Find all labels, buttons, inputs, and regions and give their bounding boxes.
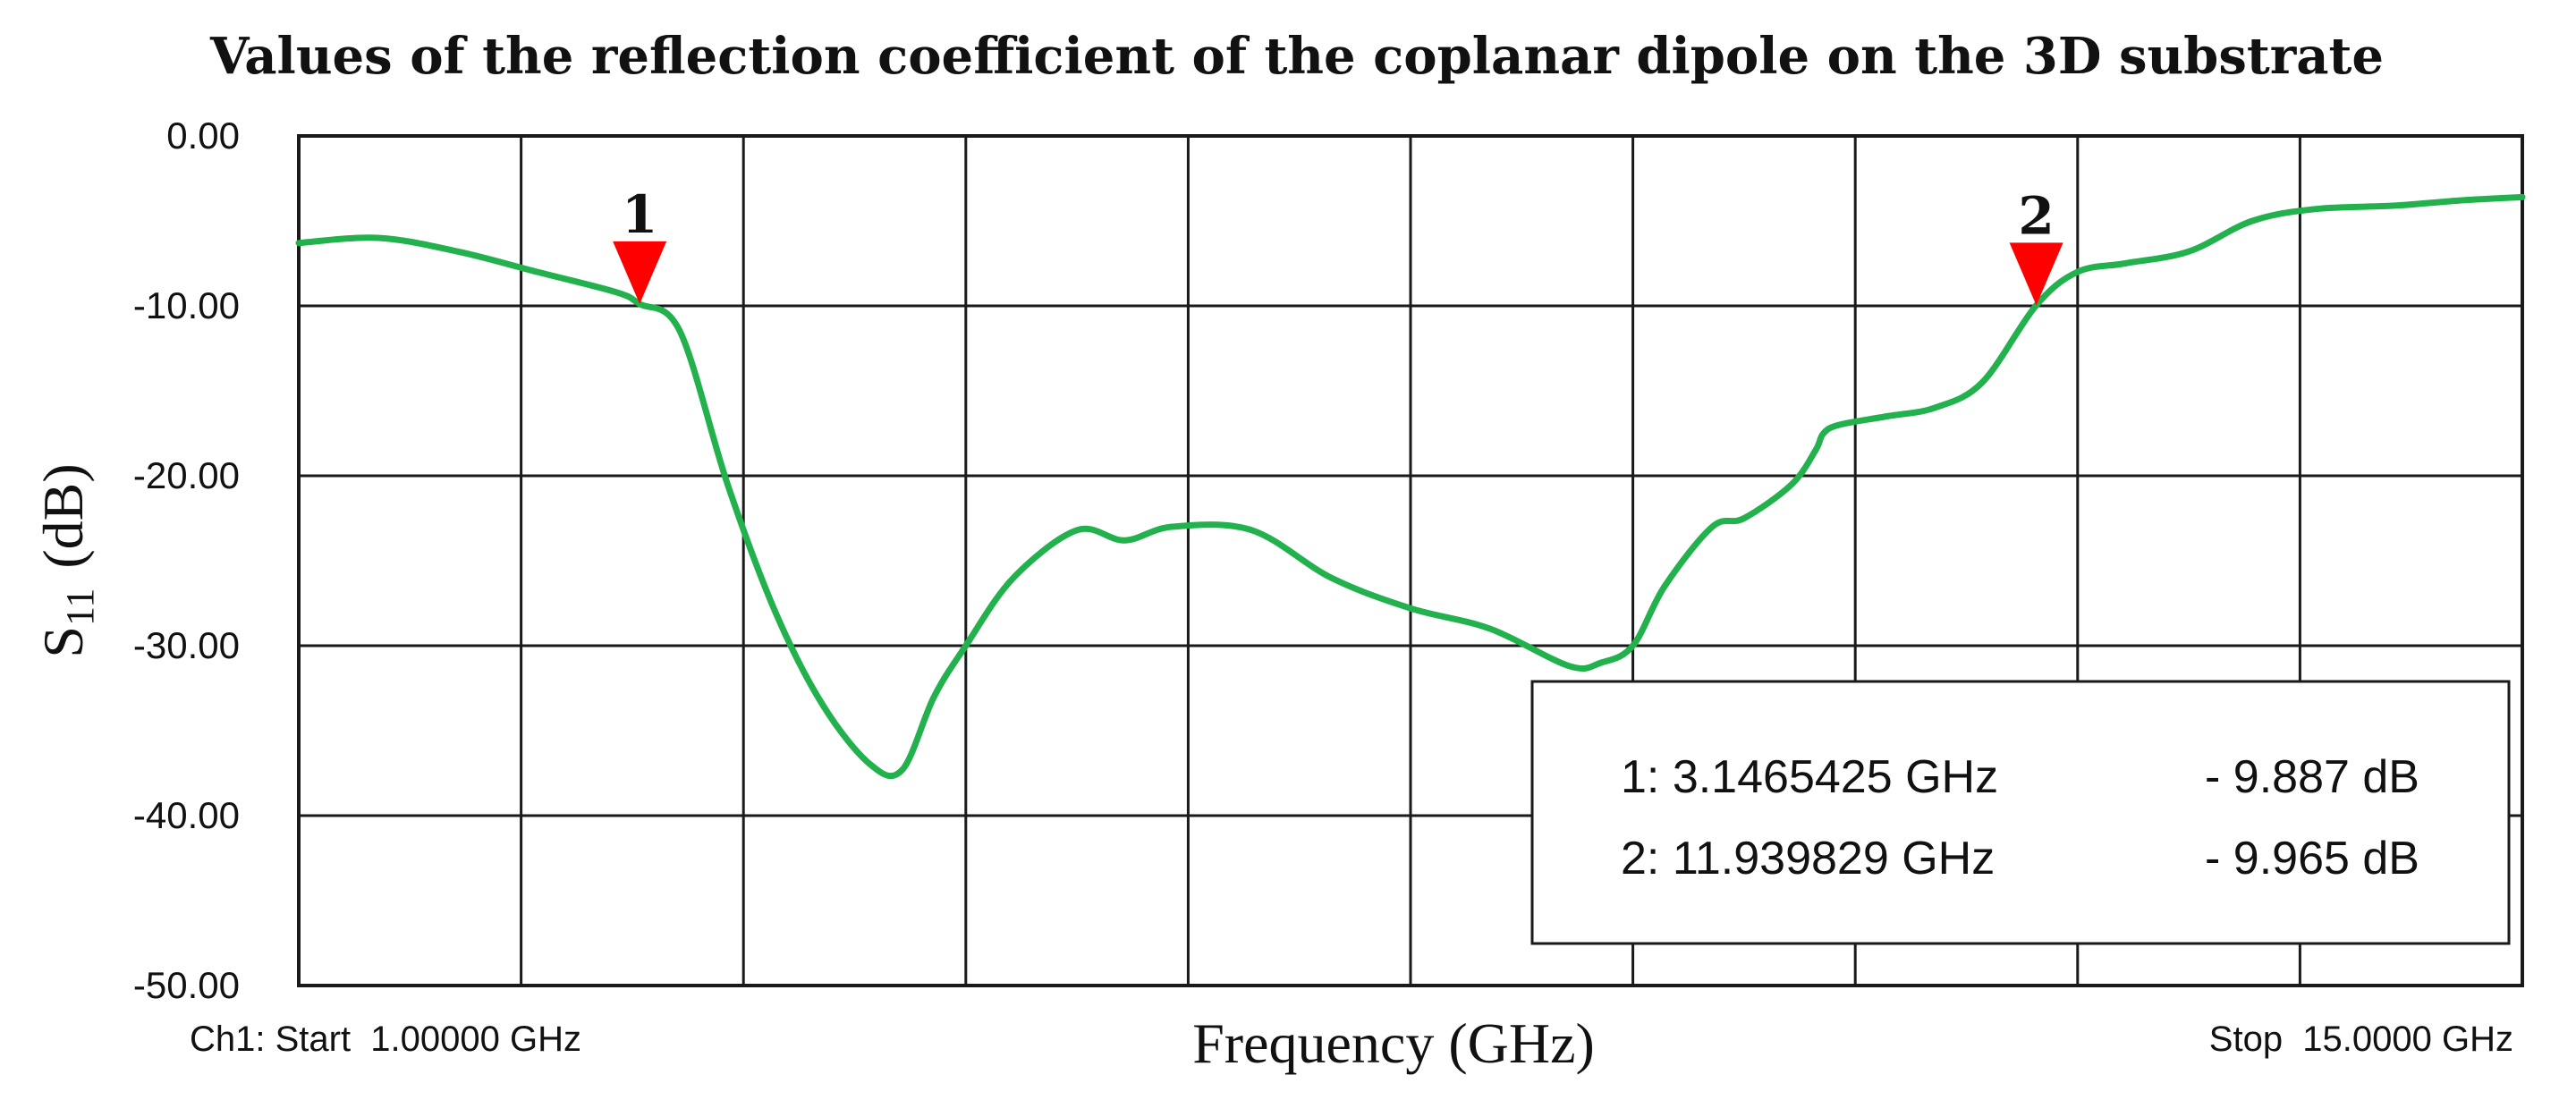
- y-tick-label: -30.00: [133, 624, 240, 666]
- y-tick-label: -10.00: [133, 284, 240, 326]
- readout-1-value: - 9.887 dB: [2205, 751, 2419, 803]
- marker-2-label: 2: [2018, 185, 2054, 246]
- stop-frequency-label: Stop 15.0000 GHz: [2209, 1020, 2513, 1059]
- marker-readout-box: 1: 3.1465425 GHz - 9.887 dB 2: 11.939829…: [1530, 680, 2511, 945]
- y-axis-label-symbol: S: [31, 626, 95, 658]
- y-tick-label: -50.00: [133, 964, 240, 1006]
- x-axis-label: Frequency (GHz): [1192, 1011, 1595, 1075]
- marker-1-label: 1: [622, 184, 657, 245]
- start-frequency-label: Ch1: Start 1.00000 GHz: [190, 1020, 581, 1059]
- marker-1-triangle: [613, 241, 667, 304]
- y-tick-label: -20.00: [133, 454, 240, 496]
- y-axis-label-unit: (dB): [31, 463, 95, 568]
- y-tick-label: 0.00: [166, 114, 240, 157]
- readout-1-frequency: 1: 3.1465425 GHz: [1621, 751, 1998, 803]
- marker-readout-frame: [1530, 680, 2511, 945]
- chart-title: Values of the reflection coefficient of …: [209, 27, 2384, 86]
- marker-2-triangle: [2009, 242, 2063, 306]
- y-axis-label-subscript: 11: [58, 588, 102, 626]
- readout-2-value: - 9.965 dB: [2205, 833, 2419, 884]
- y-tick-label: -40.00: [133, 794, 240, 836]
- s11-series-line: [295, 193, 2526, 780]
- readout-2-frequency: 2: 11.939829 GHz: [1621, 833, 1995, 884]
- y-axis-label: S11 (dB): [31, 463, 102, 657]
